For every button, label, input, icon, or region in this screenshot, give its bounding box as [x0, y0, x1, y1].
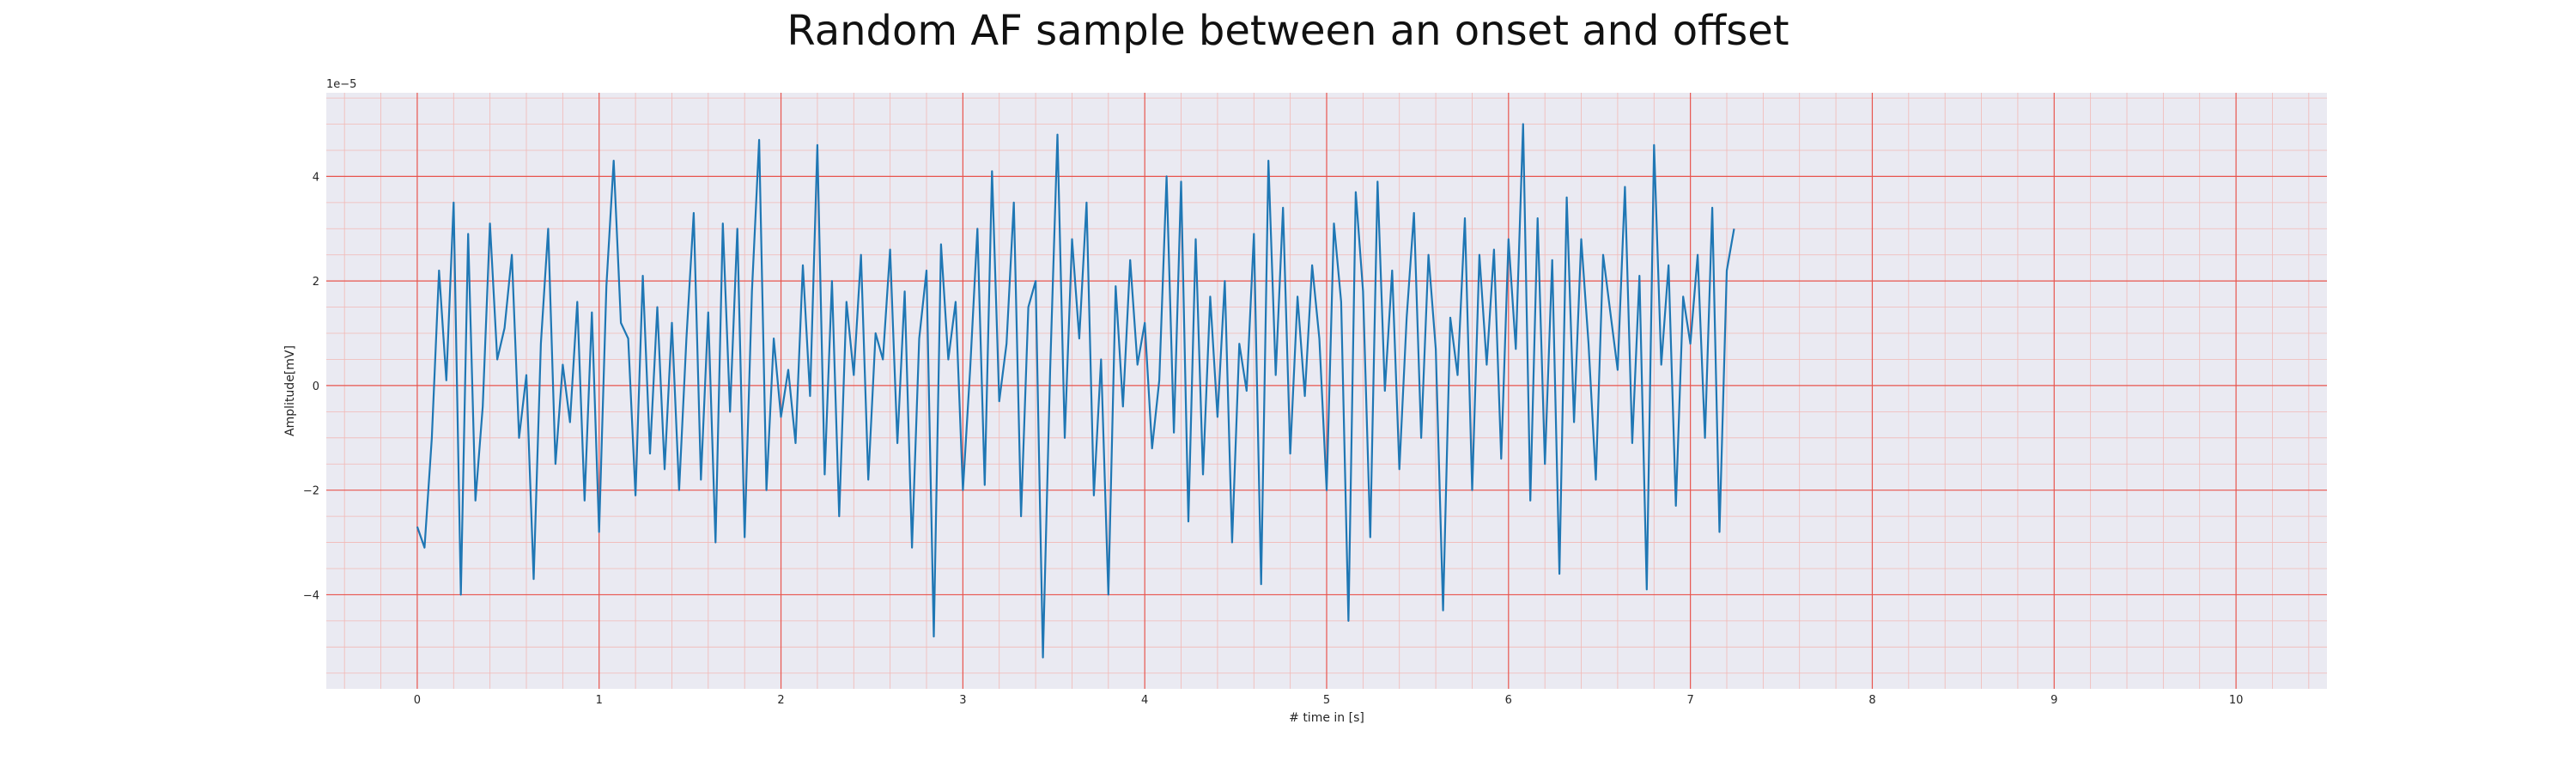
x-axis-ticks: 0 1 2 3 4 5 6 7 8 9 10: [414, 694, 2244, 707]
y-tick-label: −2: [303, 485, 319, 498]
x-tick-label: 7: [1686, 694, 1693, 707]
x-tick-label: 3: [959, 694, 966, 707]
y-tick-label: 2: [313, 276, 319, 289]
y-tick-label: −4: [303, 589, 319, 602]
x-tick-label: 5: [1323, 694, 1330, 707]
x-tick-label: 2: [777, 694, 784, 707]
x-tick-label: 1: [596, 694, 603, 707]
x-tick-label: 8: [1868, 694, 1875, 707]
y-tick-label: 0: [313, 380, 319, 393]
y-axis-ticks: −4 −2 0 2 4: [303, 171, 319, 602]
y-axis-label: Amplitude[mV]: [283, 345, 297, 436]
y-axis-scale-label: 1e−5: [326, 78, 356, 91]
x-tick-label: 10: [2229, 694, 2244, 707]
x-axis-label: # time in [s]: [1289, 711, 1364, 725]
x-tick-label: 6: [1505, 694, 1512, 707]
y-tick-label: 4: [313, 171, 319, 184]
x-tick-label: 0: [414, 694, 421, 707]
x-tick-label: 9: [2050, 694, 2057, 707]
x-tick-label: 4: [1141, 694, 1148, 707]
